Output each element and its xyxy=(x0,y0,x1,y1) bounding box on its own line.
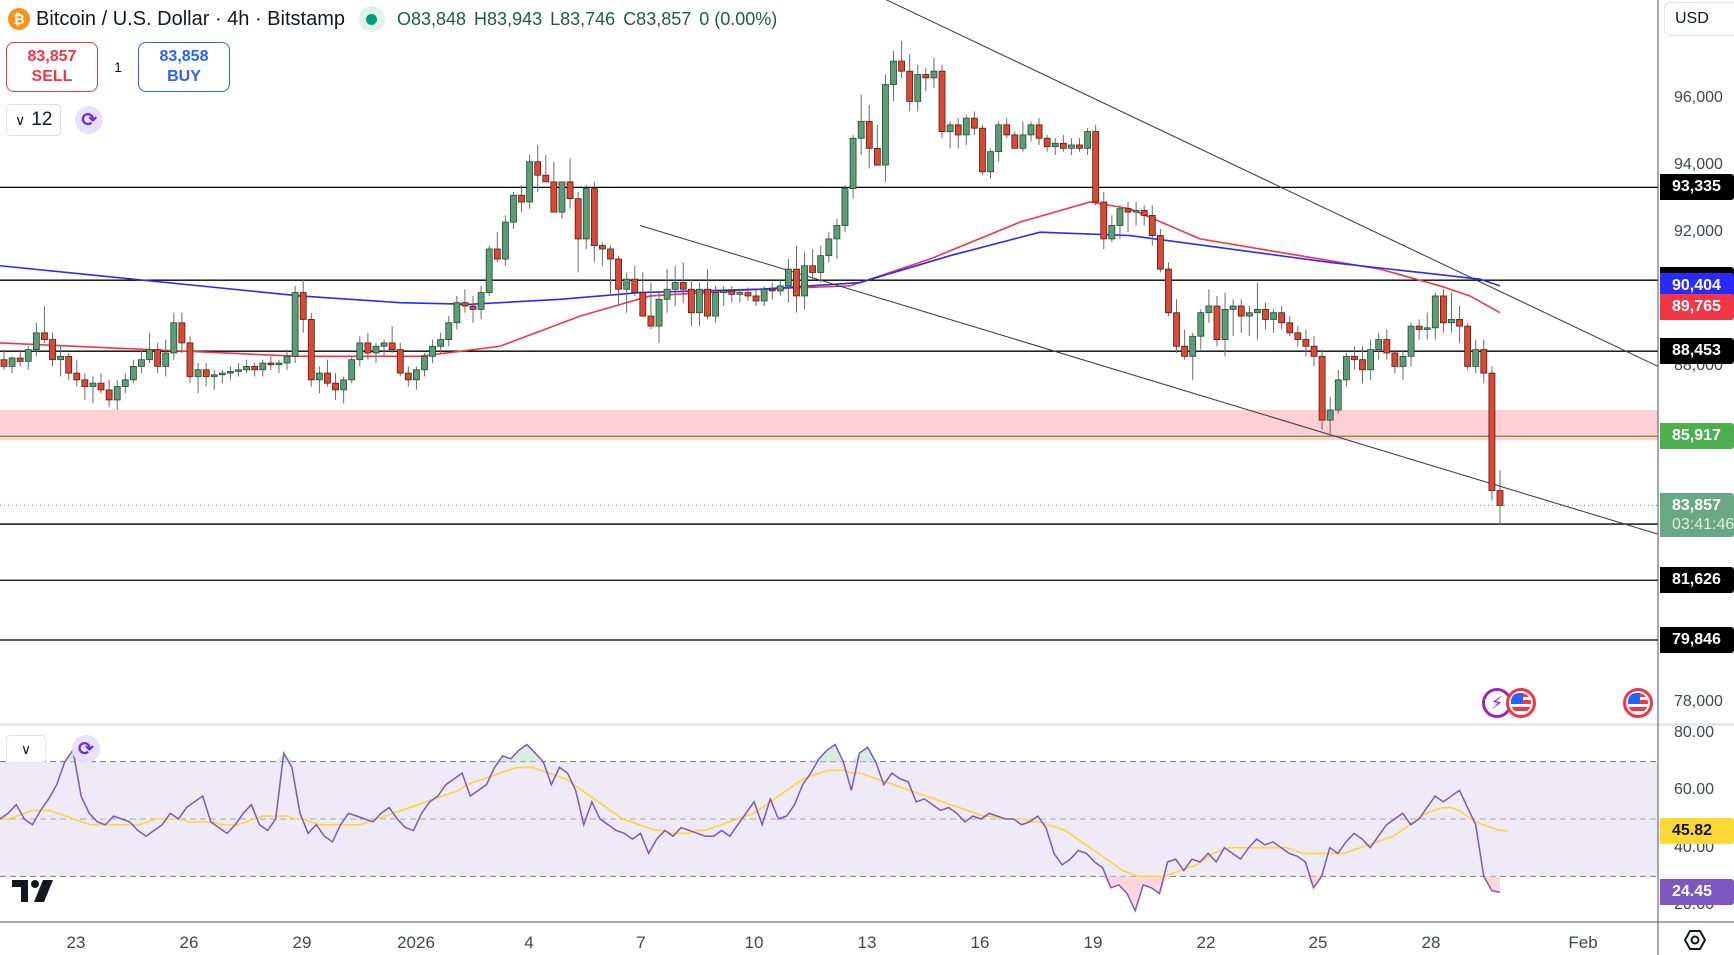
price-level-tag[interactable]: 89,765 xyxy=(1660,294,1734,321)
time-tick-label: 19 xyxy=(1083,933,1103,952)
trade-panel: 83,857 SELL 1 83,858 BUY xyxy=(6,42,230,92)
price-tick-label: 78,000 xyxy=(1674,692,1723,710)
chevron-down-icon: ∨ xyxy=(20,740,32,757)
buy-button[interactable]: 83,858 BUY xyxy=(138,42,230,92)
time-tick-label: 10 xyxy=(744,933,764,952)
ohlc-close: C83,857 xyxy=(623,8,692,29)
settings-gear-icon[interactable] xyxy=(1683,928,1707,952)
time-tick-label: 2026 xyxy=(397,933,435,952)
price-level-tag[interactable]: 81,626 xyxy=(1660,567,1734,594)
buy-label: BUY xyxy=(167,68,201,85)
lower-channel-trendline[interactable] xyxy=(639,224,1659,535)
price-level-tag[interactable]: 93,335 xyxy=(1660,174,1734,201)
price-level-tag[interactable]: 85,917 xyxy=(1660,423,1734,450)
candles[interactable] xyxy=(0,40,1504,525)
time-tick-label: 13 xyxy=(857,933,877,952)
order-quantity[interactable]: 1 xyxy=(114,59,122,75)
indicators-count: 12 xyxy=(31,109,53,130)
sell-price: 83,857 xyxy=(27,48,77,65)
symbol-legend[interactable]: ₿ Bitcoin / U.S. Dollar · 4h · Bitstamp … xyxy=(8,6,777,32)
last-price-tag[interactable]: 83,857 03:41:46 xyxy=(1660,493,1734,538)
bar-countdown: 03:41:46 xyxy=(1672,516,1734,534)
price-tick-label: 92,000 xyxy=(1674,223,1723,241)
indicators-row: ∨ 12 ⟳ xyxy=(6,104,104,136)
rsi-value-tag[interactable]: 24.45 xyxy=(1660,879,1734,906)
rsi-ma-line[interactable] xyxy=(0,766,1509,878)
ohlc-low: L83,746 xyxy=(550,8,616,29)
sell-label: SELL xyxy=(31,68,73,85)
ma-blue-line[interactable] xyxy=(0,231,1501,306)
time-tick-label: 22 xyxy=(1196,933,1216,952)
ohlc-open: O83,848 xyxy=(396,8,467,29)
rsi-sync-icon[interactable]: ⟳ xyxy=(72,735,100,763)
time-tick-label: 25 xyxy=(1308,933,1328,952)
last-price-value: 83,857 xyxy=(1672,497,1721,515)
sell-button[interactable]: 83,857 SELL xyxy=(6,42,98,92)
indicators-toggle-button[interactable]: ∨ 12 xyxy=(6,104,62,136)
price-tick-label: 94,000 xyxy=(1674,156,1723,174)
time-tick-label: 23 xyxy=(66,933,86,952)
price-tick-label: 96,000 xyxy=(1674,89,1723,106)
rsi-tick-label: 60.00 xyxy=(1674,781,1715,799)
rsi-value-tag[interactable]: 45.82 xyxy=(1660,817,1734,844)
time-tick-label: 7 xyxy=(636,933,646,952)
ma-red-line[interactable] xyxy=(0,201,1501,358)
time-tick-label: 28 xyxy=(1421,933,1441,952)
currency-selector[interactable]: USD xyxy=(1664,2,1734,36)
bitcoin-logo-icon: ₿ xyxy=(8,8,30,30)
ohlc-high: H83,943 xyxy=(474,8,543,29)
time-tick-label: 4 xyxy=(524,933,534,952)
upper-channel-trendline[interactable] xyxy=(860,0,1659,367)
supply-zone[interactable] xyxy=(0,410,1658,441)
rsi-pane-controls: ∨ ⟳ xyxy=(6,735,100,763)
symbol-title[interactable]: Bitcoin / U.S. Dollar · 4h · Bitstamp xyxy=(36,7,345,30)
ohlc-values: O83,848 H83,943 L83,746 C83,857 0 (0.00%… xyxy=(397,9,777,30)
chevron-down-icon: ∨ xyxy=(15,111,26,128)
rsi-line[interactable] xyxy=(0,743,1501,913)
market-open-status-icon[interactable] xyxy=(358,6,385,32)
price-level-tag[interactable]: 88,453 xyxy=(1660,338,1734,365)
sync-icon[interactable]: ⟳ xyxy=(75,106,104,134)
time-tick-label: 29 xyxy=(292,933,312,952)
rsi-collapse-button[interactable]: ∨ xyxy=(6,735,46,763)
time-tick-label: 16 xyxy=(970,933,990,952)
us-flag-event-icon[interactable] xyxy=(1506,688,1536,718)
time-tick-label: Feb xyxy=(1568,933,1598,952)
ohlc-change: 0 (0.00%) xyxy=(699,8,778,29)
buy-price: 83,858 xyxy=(159,48,209,65)
price-level-tag[interactable]: 79,846 xyxy=(1660,626,1734,653)
tradingview-logo-icon[interactable] xyxy=(12,880,56,906)
rsi-tick-label: 80.00 xyxy=(1674,724,1715,741)
us-flag-event-icon[interactable] xyxy=(1623,688,1653,718)
time-tick-label: 26 xyxy=(179,933,199,952)
